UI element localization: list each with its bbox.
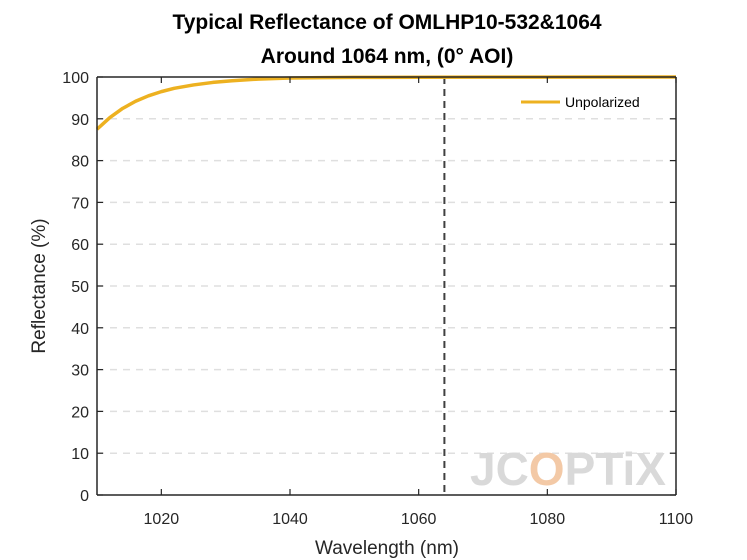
watermark: JCOPTiX — [470, 443, 666, 495]
y-tick-label-20: 20 — [71, 404, 89, 421]
y-tick-label-100: 100 — [62, 70, 89, 87]
y-tick-label-50: 50 — [71, 279, 89, 296]
legend-label-unpolarized: Unpolarized — [565, 94, 640, 110]
y-tick-label-40: 40 — [71, 321, 89, 338]
x-tick-label-1060: 1060 — [401, 511, 437, 528]
y-axis-label: Reflectance (%) — [29, 218, 50, 353]
y-tick-label-0: 0 — [80, 488, 89, 505]
x-tick-label-1080: 1080 — [530, 511, 566, 528]
watermark-text-b: PTiX — [565, 443, 667, 495]
y-tick-label-30: 30 — [71, 363, 89, 380]
y-tick-label-10: 10 — [71, 446, 89, 463]
x-axis-label: Wavelength (nm) — [315, 538, 459, 559]
x-tick-label-1040: 1040 — [272, 511, 308, 528]
watermark-logo: JCOPTiX — [470, 443, 666, 495]
y-tick-label-80: 80 — [71, 154, 89, 171]
x-tick-label-1100: 1100 — [659, 511, 694, 528]
chart-title-line-2: Around 1064 nm, (0° AOI) — [261, 45, 514, 68]
y-tick-label-70: 70 — [71, 195, 89, 212]
chart-title-line-1: Typical Reflectance of OMLHP10-532&1064 — [172, 11, 601, 34]
y-tick-label-90: 90 — [71, 112, 89, 129]
y-tick-label-60: 60 — [71, 237, 89, 254]
watermark-text-o: O — [529, 443, 565, 495]
legend: Unpolarized — [514, 88, 664, 116]
watermark-text-a: JC — [470, 443, 529, 495]
x-tick-label-1020: 1020 — [144, 511, 180, 528]
axes — [96, 76, 677, 496]
grid-lines — [97, 118, 676, 454]
